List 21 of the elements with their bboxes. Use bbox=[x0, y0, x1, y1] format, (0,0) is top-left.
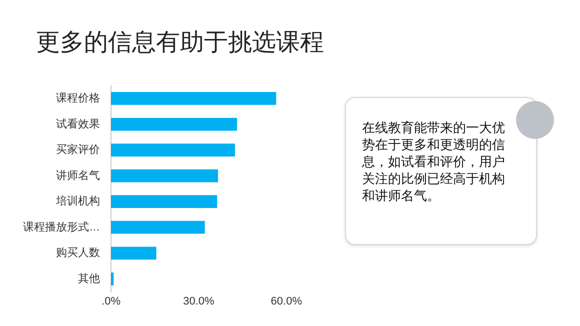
x-tick-label: 30.0% bbox=[183, 295, 215, 308]
y-tick-label: 培训机构 bbox=[55, 194, 100, 208]
bar bbox=[111, 246, 156, 260]
y-tick-label: 课程价格 bbox=[56, 92, 100, 105]
x-tick-label: .0% bbox=[102, 295, 121, 308]
bar bbox=[111, 92, 276, 105]
y-tick-label: 讲师名气 bbox=[56, 168, 100, 182]
bar bbox=[111, 169, 218, 182]
text: 在线教育能带来的一大优势在于更多和更透明的信息，如试看和评价，用户关注的比例已经高于机构和讲师名气。 bbox=[362, 120, 506, 205]
bar bbox=[111, 220, 205, 234]
bar bbox=[111, 118, 237, 131]
bar bbox=[111, 272, 114, 286]
bar bbox=[111, 195, 218, 208]
y-tick-label: 购买人数 bbox=[56, 247, 100, 260]
x-tick-label: 60.0% bbox=[270, 295, 302, 308]
bar bbox=[111, 144, 235, 156]
y-tick-label: 买家评价 bbox=[56, 143, 100, 156]
y-tick-label: 试看效果 bbox=[56, 117, 100, 130]
y-tick-label: 课程播放形式… bbox=[23, 220, 100, 234]
y-tick-label: 其他 bbox=[78, 272, 100, 285]
chart-title: 更多的信息有助于挑选课程 bbox=[36, 27, 324, 58]
